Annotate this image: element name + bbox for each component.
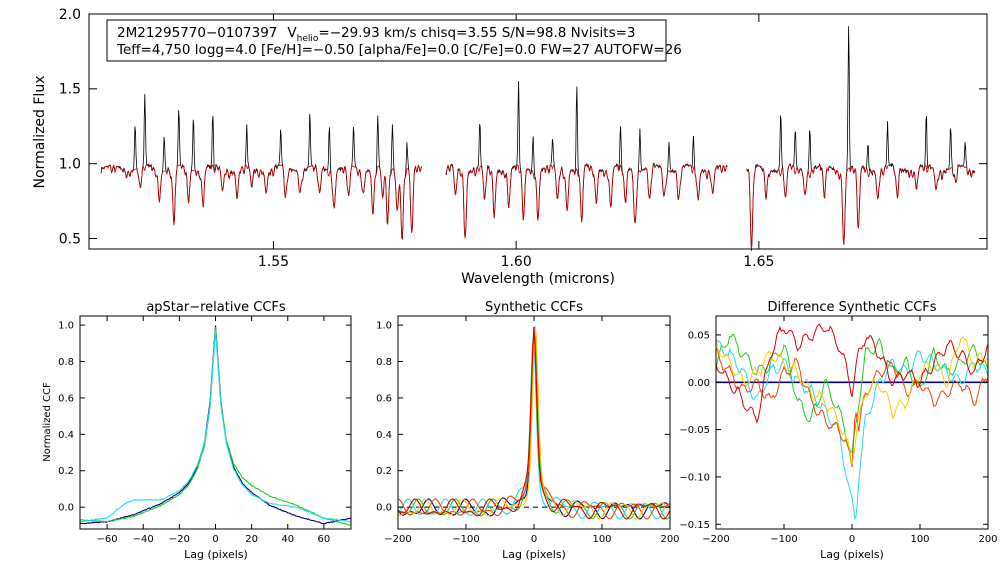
x-tick-label: −200 [384, 534, 411, 545]
star-id: 2M21295770−0107397 [117, 25, 277, 41]
spectrum-series [100, 26, 976, 251]
synthetic-ccf-line [397, 342, 671, 520]
synthetic-ccf-title: Synthetic CCFs [485, 300, 583, 315]
x-tick-label: −20 [169, 534, 190, 545]
difference-ccf-line [715, 347, 989, 468]
spectrum-axes: 1.55 1.60 1.65 0.5 1.0 1.5 2.0 [59, 7, 987, 270]
model-spectrum-line [746, 164, 976, 250]
observed-spectrum-line [445, 80, 728, 238]
difference-ccf-x-label: Lag (pixels) [820, 548, 884, 561]
y-tick-label: −0.15 [679, 520, 710, 531]
apstar-ccf-x-label: Lag (pixels) [184, 548, 248, 561]
x-tick-label: −40 [133, 534, 154, 545]
y-tick-label: 0.00 [688, 378, 710, 389]
difference-ccf-panel: −200 −100 0 100 200 −0.15 −0.10 −0.05 0.00 0.05 D… [679, 300, 997, 561]
apstar-ccf-axes: −60 −40 −20 0 20 40 60 0.0 0.2 0.4 0.6 0.8 1.0 [58, 316, 351, 545]
y-tick-label: 0.05 [688, 330, 710, 341]
y-tick-label: −0.10 [679, 472, 710, 483]
y-tick-label: 1.0 [59, 157, 81, 173]
y-tick-label: 0.0 [58, 503, 74, 514]
difference-ccf-line [715, 333, 989, 453]
x-tick-label: 40 [281, 534, 294, 545]
x-tick-label: 0 [212, 534, 218, 545]
x-tick-label: 200 [978, 534, 997, 545]
y-tick-label: 0.0 [376, 503, 392, 514]
x-tick-label: 0 [849, 534, 855, 545]
vhelio-symbol: V [287, 25, 297, 41]
apstar-ccf-frame [79, 315, 352, 530]
x-tick-label: 60 [318, 534, 331, 545]
x-tick-label: 0 [531, 534, 537, 545]
ccf-series-line [79, 327, 352, 527]
difference-ccf-series [715, 323, 989, 521]
synthetic-ccf-x-label: Lag (pixels) [502, 548, 566, 561]
x-tick-label: −100 [452, 534, 479, 545]
x-tick-label: −100 [770, 534, 797, 545]
y-tick-label: 1.0 [58, 321, 74, 332]
x-tick-label: −200 [702, 534, 729, 545]
y-tick-label: 0.4 [58, 430, 74, 441]
ccf-series-line [79, 325, 352, 525]
info-line-1: 2M21295770−0107397 Vhelio=−29.93 km/s chi… [117, 25, 636, 44]
synthetic-ccf-panel: −200 −100 0 100 200 0.0 0.2 0.4 0.6 0.8 1.0 Synthe… [376, 300, 679, 561]
ccf-series-line [79, 330, 352, 523]
model-spectrum-line [445, 164, 728, 239]
difference-ccf-line [715, 323, 989, 424]
x-tick-label: 1.60 [501, 254, 532, 270]
y-tick-label: 0.6 [58, 393, 74, 404]
difference-ccf-axes: −200 −100 0 100 200 −0.15 −0.10 −0.05 0.00 0.05 [679, 316, 998, 545]
observed-spectrum-line [746, 26, 976, 251]
vhelio-values: =−29.93 km/s chisq=3.55 S/N=98.8 Nvisits… [318, 25, 635, 41]
y-tick-label: 1.5 [59, 82, 81, 98]
difference-ccf-line [715, 339, 989, 521]
x-tick-label: 1.65 [743, 254, 774, 270]
synthetic-ccf-line [397, 328, 671, 520]
spectrum-y-label: Normalized Flux [32, 76, 48, 189]
y-tick-label: 0.8 [58, 357, 74, 368]
observed-spectrum-line [100, 94, 422, 240]
model-spectrum-line [100, 164, 422, 240]
x-tick-label: 20 [245, 534, 258, 545]
difference-ccf-title: Difference Synthetic CCFs [767, 300, 936, 315]
apstar-ccf-y-label: Normalized CCF [42, 382, 53, 462]
x-tick-label: 1.55 [258, 254, 289, 270]
difference-ccf-line [715, 336, 989, 465]
x-tick-label: 100 [910, 534, 929, 545]
vhelio-subscript: helio [297, 34, 319, 44]
y-tick-label: 2.0 [59, 7, 81, 23]
y-tick-label: 0.5 [59, 231, 81, 247]
y-tick-label: 0.8 [376, 357, 392, 368]
y-tick-label: 0.6 [376, 393, 392, 404]
apstar-ccf-title: apStar−relative CCFs [146, 300, 286, 315]
apstar-ccf-series [79, 325, 352, 527]
spectrum-x-label: Wavelength (microns) [461, 271, 615, 287]
info-line-2: Teff=4,750 logg=4.0 [Fe/H]=−0.50 [alpha/… [116, 42, 682, 58]
spectrum-plot-frame [88, 13, 988, 250]
y-tick-label: 0.4 [376, 430, 392, 441]
synthetic-ccf-line [397, 326, 671, 520]
x-tick-label: −60 [97, 534, 118, 545]
info-box [106, 19, 667, 62]
y-tick-label: −0.05 [679, 425, 710, 436]
apstar-ccf-panel: −60 −40 −20 0 20 40 60 0.0 0.2 0.4 0.6 0.8 1.0 apSta… [42, 300, 352, 561]
synthetic-ccf-axes: −200 −100 0 100 200 0.0 0.2 0.4 0.6 0.8 1.0 [376, 316, 680, 545]
y-tick-label: 1.0 [376, 321, 392, 332]
x-tick-label: 100 [592, 534, 611, 545]
y-tick-label: 0.2 [58, 466, 74, 477]
x-tick-label: 200 [660, 534, 679, 545]
synthetic-ccf-series [397, 326, 671, 520]
spectrum-panel: 1.55 1.60 1.65 0.5 1.0 1.5 2.0 2M21295770−0107… [32, 7, 988, 287]
y-tick-label: 0.2 [376, 466, 392, 477]
